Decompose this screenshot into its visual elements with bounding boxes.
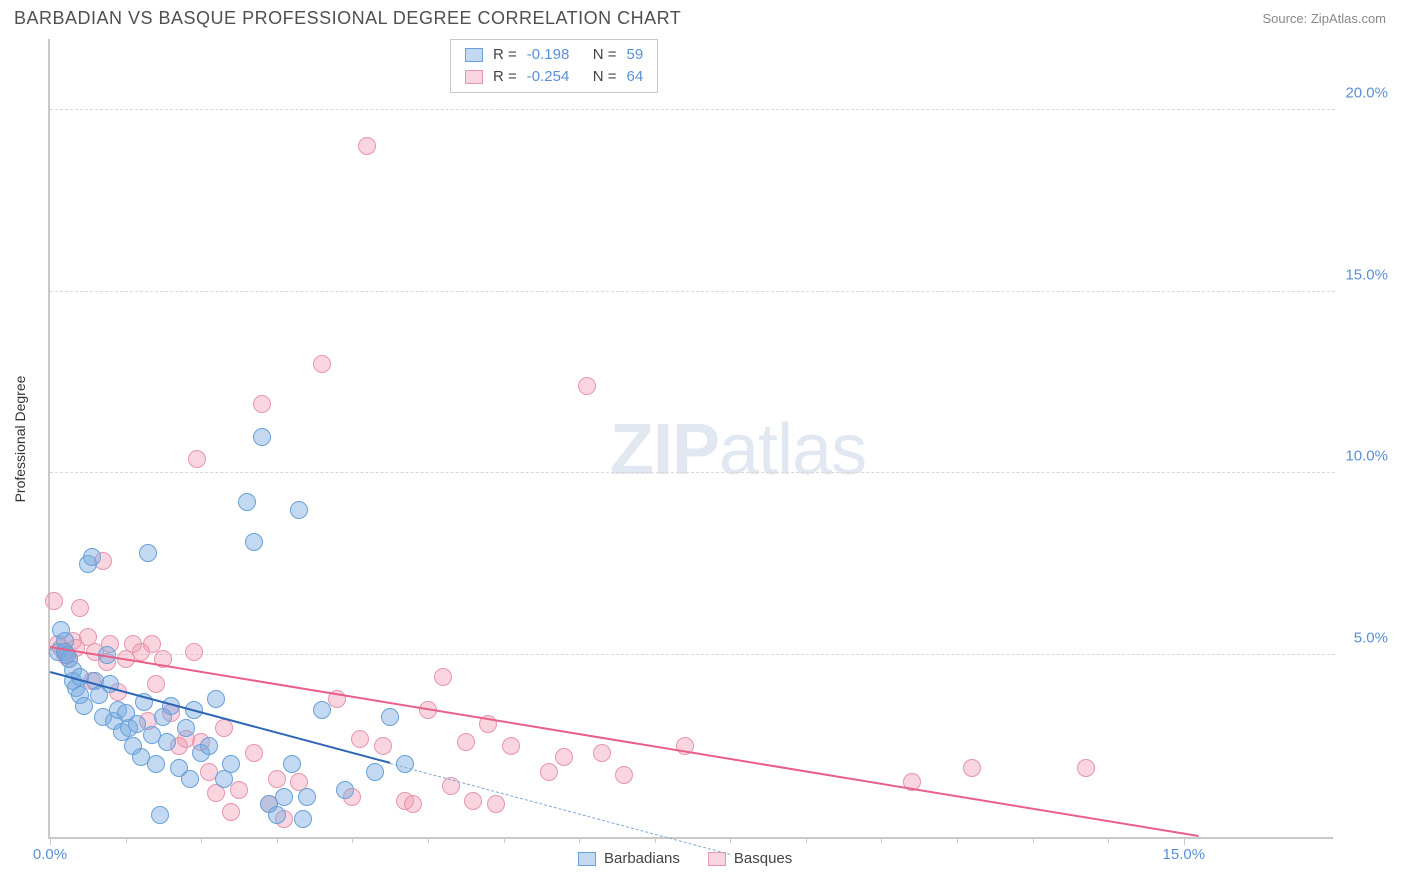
legend-correlation: R =-0.198N =59R =-0.254N =64 [450,39,658,93]
legend-swatch [465,70,483,84]
scatter-point-basques [245,744,263,762]
x-tick [201,837,202,843]
y-tick-label: 15.0% [1338,266,1388,283]
gridline [50,654,1335,655]
scatter-point-barbadians [245,533,263,551]
scatter-point-basques [188,450,206,468]
scatter-point-barbadians [275,788,293,806]
scatter-point-basques [615,766,633,784]
scatter-point-basques [358,137,376,155]
scatter-point-basques [555,748,573,766]
x-tick [277,837,278,843]
scatter-point-basques [268,770,286,788]
scatter-point-basques [963,759,981,777]
chart-title: BARBADIAN VS BASQUE PROFESSIONAL DEGREE … [14,8,681,29]
scatter-point-basques [487,795,505,813]
x-tick [1184,837,1185,845]
scatter-point-barbadians [151,806,169,824]
x-tick [1033,837,1034,843]
legend-swatch [465,48,483,62]
scatter-point-barbadians [290,501,308,519]
x-tick [352,837,353,843]
source-label: Source: ZipAtlas.com [1262,11,1386,26]
scatter-point-basques [71,599,89,617]
scatter-point-basques [45,592,63,610]
x-tick [881,837,882,843]
scatter-point-basques [351,730,369,748]
y-tick-label: 10.0% [1338,448,1388,465]
y-tick-label: 20.0% [1338,84,1388,101]
gridline [50,291,1335,292]
x-tick-label: 0.0% [33,846,67,863]
scatter-point-barbadians [181,770,199,788]
scatter-point-barbadians [222,755,240,773]
scatter-point-barbadians [238,493,256,511]
legend-correlation-row: R =-0.254N =64 [465,66,643,88]
legend-swatch [708,852,726,866]
scatter-point-barbadians [336,781,354,799]
scatter-point-basques [253,395,271,413]
legend-correlation-row: R =-0.198N =59 [465,44,643,66]
x-tick [957,837,958,843]
legend-series-label: Basques [734,850,792,867]
trendline-barbadians-extrapolated [390,763,730,855]
legend-swatch [578,852,596,866]
chart-container: Professional Degree ZIPatlas R =-0.198N … [48,39,1388,839]
legend-series-item: Basques [708,850,792,867]
scatter-point-barbadians [268,806,286,824]
x-tick [50,837,51,845]
scatter-point-barbadians [139,544,157,562]
x-tick [655,837,656,843]
scatter-point-barbadians [283,755,301,773]
scatter-point-barbadians [207,690,225,708]
scatter-point-basques [1077,759,1095,777]
scatter-point-basques [230,781,248,799]
scatter-point-barbadians [147,755,165,773]
scatter-point-barbadians [158,733,176,751]
y-tick-label: 5.0% [1338,630,1388,647]
x-tick [806,837,807,843]
legend-series: Barbadians Basques [578,850,792,867]
x-tick [504,837,505,843]
gridline [50,109,1335,110]
x-tick [579,837,580,843]
scatter-point-barbadians [75,697,93,715]
scatter-point-basques [215,719,233,737]
scatter-point-barbadians [313,701,331,719]
x-tick [428,837,429,843]
scatter-point-basques [502,737,520,755]
scatter-point-barbadians [396,755,414,773]
scatter-point-basques [593,744,611,762]
scatter-point-basques [222,803,240,821]
scatter-point-barbadians [200,737,218,755]
scatter-point-basques [578,377,596,395]
watermark: ZIPatlas [610,409,866,491]
scatter-point-basques [404,795,422,813]
scatter-point-basques [540,763,558,781]
scatter-point-basques [464,792,482,810]
legend-series-label: Barbadians [604,850,680,867]
scatter-point-barbadians [253,428,271,446]
scatter-point-basques [313,355,331,373]
plot-area: ZIPatlas R =-0.198N =59R =-0.254N =64 5.… [48,39,1333,839]
scatter-point-basques [374,737,392,755]
gridline [50,472,1335,473]
x-tick [1108,837,1109,843]
scatter-point-basques [147,675,165,693]
x-tick [126,837,127,843]
scatter-point-barbadians [381,708,399,726]
scatter-point-barbadians [366,763,384,781]
scatter-point-barbadians [294,810,312,828]
scatter-point-basques [457,733,475,751]
scatter-point-basques [434,668,452,686]
scatter-point-barbadians [83,548,101,566]
x-tick [730,837,731,843]
x-tick-label: 15.0% [1163,846,1206,863]
legend-series-item: Barbadians [578,850,680,867]
scatter-point-barbadians [298,788,316,806]
scatter-point-basques [185,643,203,661]
scatter-point-barbadians [177,719,195,737]
y-axis-title: Professional Degree [12,376,28,503]
